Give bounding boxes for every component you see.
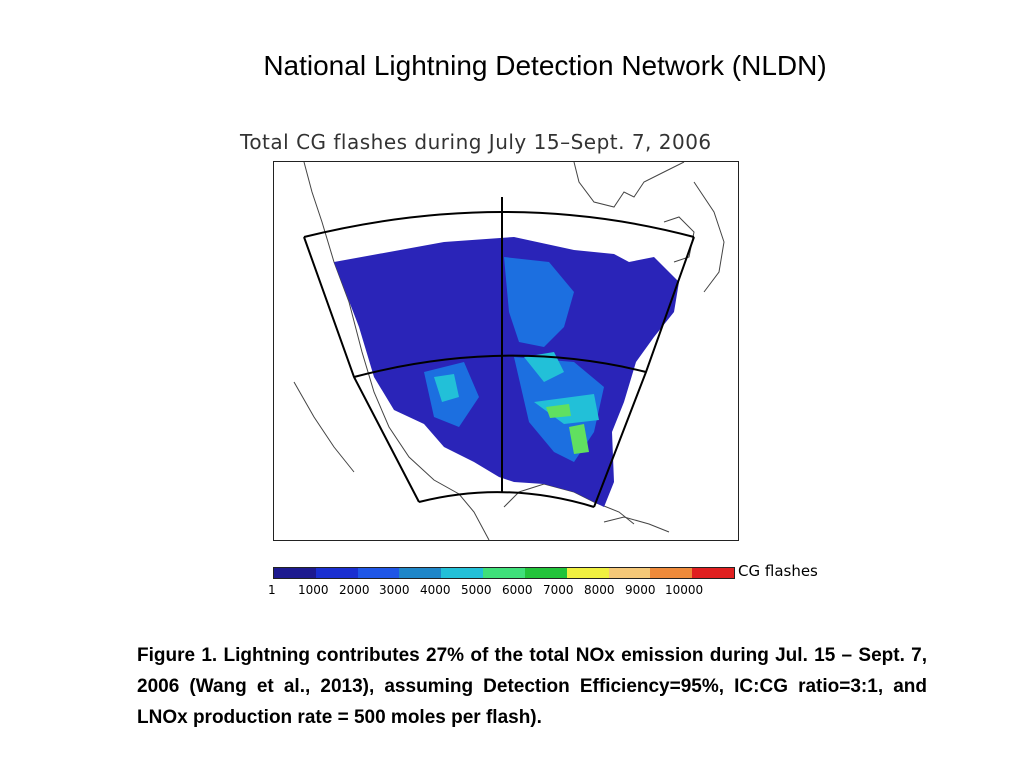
colorbar-swatch bbox=[608, 568, 651, 578]
colorbar-swatch bbox=[399, 568, 442, 578]
colorbar-swatch bbox=[692, 568, 734, 578]
colorbar-tick: 8000 bbox=[584, 583, 615, 597]
colorbar-tick: 10000 bbox=[665, 583, 704, 597]
colorbar-ticks: 1 1000 2000 3000 4000 5000 6000 7000 8000 9000 100… bbox=[266, 583, 736, 599]
lightning-map bbox=[273, 161, 739, 541]
slide-title: National Lightning Detection Network (NL… bbox=[263, 50, 827, 81]
colorbar-swatch bbox=[441, 568, 484, 578]
figure-caption: Figure 1. Lightning contributes 27% of t… bbox=[137, 645, 927, 728]
colorbar-tick: 4000 bbox=[420, 583, 451, 597]
colorbar-tick: 2000 bbox=[339, 583, 370, 597]
colorbar-swatch bbox=[566, 568, 609, 578]
colorbar-swatch bbox=[315, 568, 358, 578]
map-title: Total CG flashes during July 15–Sept. 7,… bbox=[240, 130, 712, 154]
colorbar-tick: 3000 bbox=[379, 583, 410, 597]
colorbar-swatch bbox=[357, 568, 400, 578]
colorbar-tick: 6000 bbox=[502, 583, 533, 597]
colorbar-tick: 9000 bbox=[625, 583, 656, 597]
colorbar-label: CG flashes bbox=[738, 562, 818, 580]
colorbar-tick: 1000 bbox=[298, 583, 329, 597]
colorbar-tick: 1 bbox=[268, 583, 276, 597]
colorbar bbox=[273, 567, 735, 579]
flash-density-field bbox=[334, 237, 679, 507]
colorbar-swatch bbox=[274, 568, 316, 578]
colorbar-swatch bbox=[524, 568, 567, 578]
colorbar-tick: 7000 bbox=[543, 583, 574, 597]
colorbar-tick: 5000 bbox=[461, 583, 492, 597]
map-canvas bbox=[293, 162, 725, 540]
projection-grid bbox=[303, 197, 695, 508]
colorbar-swatch bbox=[650, 568, 693, 578]
colorbar-swatch bbox=[483, 568, 525, 578]
